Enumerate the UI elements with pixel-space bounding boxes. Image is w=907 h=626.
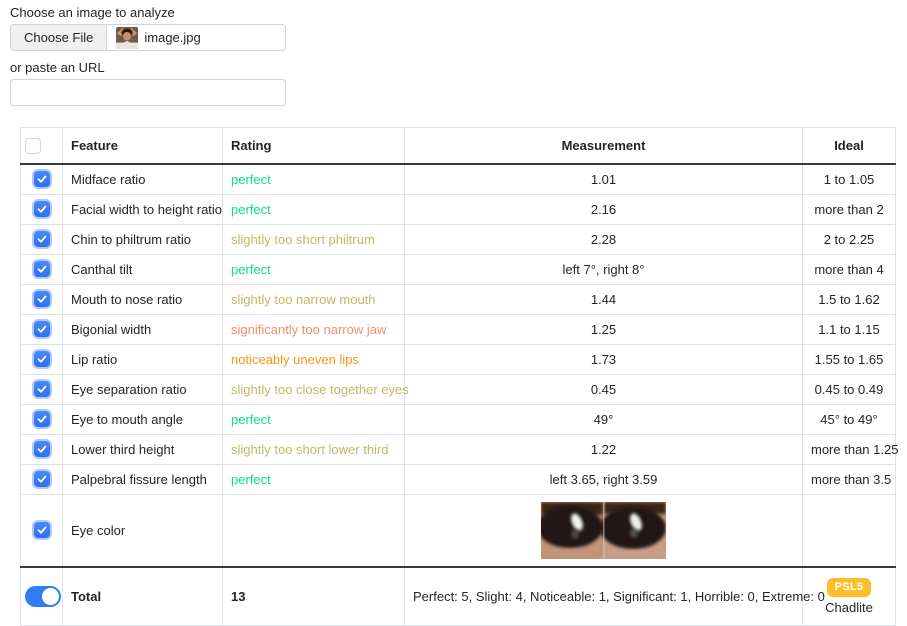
feature-name: Facial width to height ratio (62, 193, 223, 225)
feature-name: Eye separation ratio (62, 373, 223, 405)
row-checkbox[interactable] (33, 291, 50, 308)
file-input[interactable]: Choose File image.jpg (10, 24, 286, 51)
measurement-value: 49° (404, 403, 803, 435)
row-checkbox[interactable] (33, 201, 50, 218)
eye-color-row: Eye color (20, 493, 896, 568)
table-row: Eye to mouth angle perfect 49° 45° to 49… (20, 403, 896, 435)
total-summary: Perfect: 5, Slight: 4, Noticeable: 1, Si… (404, 565, 825, 626)
feature-name: Lip ratio (62, 343, 223, 375)
feature-name: Palpebral fissure length (62, 463, 223, 495)
rating-text: noticeably uneven lips (222, 343, 405, 375)
measurement-value: 2.16 (404, 193, 803, 225)
measurement-value: 1.44 (404, 283, 803, 315)
ideal-value: 0.45 to 0.49 (802, 373, 896, 405)
measurement-value: 2.28 (404, 223, 803, 255)
ideal-value: more than 3.5 (802, 463, 896, 495)
column-header-ideal: Ideal (802, 126, 896, 165)
measurement-value: 0.45 (404, 373, 803, 405)
total-toggle[interactable] (25, 585, 61, 607)
table-header-row: Feature Rating Measurement Ideal (20, 126, 896, 165)
row-checkbox[interactable] (33, 261, 50, 278)
ideal-value: more than 1.25 (802, 433, 898, 465)
rating-text: significantly too narrow jaw (222, 313, 405, 345)
rating-text: perfect (222, 163, 405, 195)
column-header-measurement: Measurement (404, 126, 803, 165)
table-row: Mouth to nose ratio slightly too narrow … (20, 283, 896, 315)
measurement-value: 1.01 (404, 163, 803, 195)
table-row: Lower third height slightly too short lo… (20, 433, 898, 465)
ideal-value: 1.55 to 1.65 (802, 343, 896, 375)
measurement-value: 1.25 (404, 313, 803, 345)
total-row: Total 13 Perfect: 5, Slight: 4, Noticeab… (20, 565, 896, 626)
eye-color-image (413, 501, 794, 559)
ideal-value: 1.5 to 1.62 (802, 283, 896, 315)
url-label: or paste an URL (10, 60, 105, 75)
analysis-table: Feature Rating Measurement Ideal Midface… (20, 126, 898, 626)
measurement-value: 1.73 (404, 343, 803, 375)
rating-text: slightly too narrow mouth (222, 283, 405, 315)
choose-file-button[interactable]: Choose File (11, 25, 108, 50)
feature-name: Midface ratio (62, 163, 223, 195)
feature-name: Bigonial width (62, 313, 223, 345)
url-input[interactable] (10, 79, 286, 106)
select-all-checkbox[interactable] (25, 137, 41, 154)
row-checkbox[interactable] (33, 381, 50, 398)
rating-text: perfect (222, 253, 405, 285)
feature-name: Eye color (62, 493, 223, 568)
feature-name: Chin to philtrum ratio (62, 223, 223, 255)
rating-text (222, 493, 405, 568)
row-checkbox[interactable] (33, 351, 50, 368)
toggle-knob (42, 587, 59, 605)
row-checkbox[interactable] (33, 231, 50, 248)
measurement-value: 1.22 (404, 433, 803, 465)
table-row: Palpebral fissure length perfect left 3.… (20, 463, 896, 495)
rating-text: perfect (222, 193, 405, 225)
feature-name: Canthal tilt (62, 253, 223, 285)
row-checkbox[interactable] (33, 171, 50, 188)
upload-label: Choose an image to analyze (10, 5, 175, 20)
table-row: Facial width to height ratio perfect 2.1… (20, 193, 896, 225)
row-checkbox[interactable] (33, 471, 50, 488)
table-row: Bigonial width significantly too narrow … (20, 313, 896, 345)
row-checkbox[interactable] (33, 321, 50, 338)
column-header-feature: Feature (62, 126, 223, 165)
ideal-value: 1.1 to 1.15 (802, 313, 896, 345)
ideal-value: 45° to 49° (802, 403, 896, 435)
feature-name: Lower third height (62, 433, 223, 465)
ideal-value: more than 4 (802, 253, 896, 285)
total-label: Total (62, 565, 223, 626)
measurement-value: left 3.65, right 3.59 (404, 463, 803, 495)
table-row: Chin to philtrum ratio slightly too shor… (20, 223, 896, 255)
rating-text: perfect (222, 403, 405, 435)
ideal-value: 2 to 2.25 (802, 223, 896, 255)
row-checkbox[interactable] (33, 411, 50, 428)
rating-text: perfect (222, 463, 405, 495)
psl-badge-label: Chadlite (825, 599, 873, 615)
table-row: Canthal tilt perfect left 7°, right 8° m… (20, 253, 896, 285)
feature-name: Eye to mouth angle (62, 403, 223, 435)
total-score: 13 (222, 565, 405, 626)
rating-text: slightly too short philtrum (222, 223, 405, 255)
feature-name: Mouth to nose ratio (62, 283, 223, 315)
ideal-value: 1 to 1.05 (802, 163, 896, 195)
uploaded-image-thumbnail (116, 26, 139, 49)
feature-table-body: Midface ratio perfect 1.01 1 to 1.05 Fac… (20, 163, 898, 495)
rating-text: slightly too short lower third (222, 433, 405, 465)
table-row: Lip ratio noticeably uneven lips 1.73 1.… (20, 343, 896, 375)
psl-badge: PSL5 (826, 577, 872, 597)
row-checkbox[interactable] (33, 441, 50, 458)
table-row: Midface ratio perfect 1.01 1 to 1.05 (20, 163, 896, 195)
column-header-rating: Rating (222, 126, 405, 165)
row-checkbox[interactable] (33, 522, 50, 539)
ideal-value: more than 2 (802, 193, 896, 225)
rating-text: slightly too close together eyes (222, 373, 409, 405)
filename-text: image.jpg (144, 30, 201, 45)
table-row: Eye separation ratio slightly too close … (20, 373, 896, 405)
measurement-value: left 7°, right 8° (404, 253, 803, 285)
